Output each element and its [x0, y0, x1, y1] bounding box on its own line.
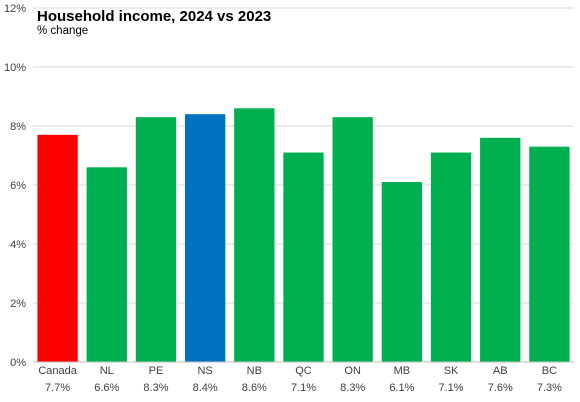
- bar-bc: [529, 146, 570, 362]
- category-label: ON: [344, 365, 361, 377]
- y-tick-label: 2%: [10, 298, 26, 310]
- bar-qc: [283, 152, 324, 362]
- value-label: 8.4%: [193, 382, 218, 394]
- category-label: NS: [197, 365, 212, 377]
- chart-title: Household income, 2024 vs 2023: [37, 8, 272, 25]
- category-label: NB: [247, 365, 262, 377]
- category-label: SK: [444, 365, 459, 377]
- bar-ab: [480, 137, 521, 362]
- bar-nl: [86, 167, 127, 362]
- bar-sk: [430, 152, 472, 362]
- bar-canada: [37, 134, 78, 362]
- category-label: BC: [542, 365, 557, 377]
- bar-nb: [234, 108, 275, 362]
- y-tick-label: 6%: [10, 180, 26, 192]
- value-label: 7.1%: [291, 382, 316, 394]
- value-label: 6.6%: [94, 382, 119, 394]
- y-tick-label: 10%: [4, 62, 26, 74]
- category-label: Canada: [38, 365, 77, 377]
- value-label: 7.3%: [537, 382, 562, 394]
- value-label: 7.7%: [45, 382, 70, 394]
- value-label: 7.6%: [488, 382, 513, 394]
- category-label: AB: [493, 365, 508, 377]
- category-label: PE: [149, 365, 164, 377]
- bar-ns: [184, 114, 226, 362]
- y-tick-label: 4%: [10, 239, 26, 251]
- bar-pe: [135, 117, 177, 363]
- category-label: NL: [100, 365, 114, 377]
- value-label: 8.3%: [143, 382, 168, 394]
- bar-on: [332, 117, 373, 363]
- y-tick-label: 0%: [10, 357, 26, 369]
- bar-mb: [381, 182, 423, 362]
- value-label: 6.1%: [389, 382, 414, 394]
- category-label: MB: [394, 365, 411, 377]
- category-label: QC: [295, 365, 312, 377]
- value-label: 7.1%: [439, 382, 464, 394]
- y-tick-label: 8%: [10, 121, 26, 133]
- value-label: 8.3%: [340, 382, 365, 394]
- y-tick-label: 12%: [4, 3, 26, 15]
- chart-subtitle: % change: [37, 25, 89, 37]
- value-label: 8.6%: [242, 382, 267, 394]
